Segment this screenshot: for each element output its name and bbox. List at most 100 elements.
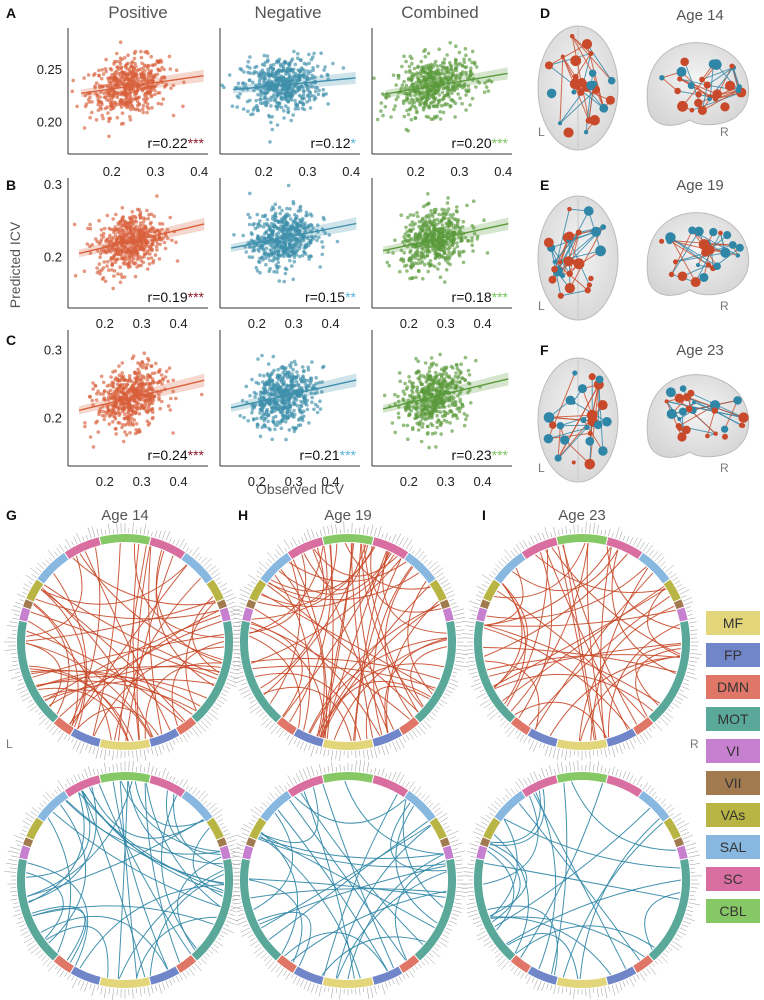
scatter-point — [410, 61, 414, 66]
scatter-point — [442, 103, 447, 107]
scatter-point — [462, 57, 466, 61]
x-tick-label: 0.3 — [133, 316, 151, 331]
scatter-point — [250, 410, 254, 415]
scatter-panel-b-positive: 0.2 0.3 0.40.20.3r=0.19*** — [44, 177, 208, 331]
y-tick-label: 0.3 — [44, 342, 62, 357]
scatter-point — [440, 254, 444, 259]
x-tick-label: 0.3 — [298, 164, 316, 179]
scatter-point — [91, 445, 96, 449]
scatter-point — [120, 425, 124, 430]
scatter-point — [403, 264, 407, 268]
scatter-point — [281, 409, 285, 414]
scatter-point — [273, 218, 277, 223]
scatter-point — [283, 245, 288, 250]
scatter-point — [460, 376, 464, 381]
significance-stars: *** — [492, 289, 509, 305]
scatter-point — [130, 65, 135, 69]
scatter-point — [440, 227, 445, 231]
scatter-point — [113, 225, 117, 229]
scatter-point — [110, 262, 114, 267]
scatter-point — [262, 252, 267, 256]
scatter-point — [244, 384, 249, 389]
scatter-point — [315, 86, 320, 90]
x-tick-label: 0.2 — [96, 474, 114, 489]
scatter-point — [467, 373, 472, 377]
scatter-point — [418, 227, 423, 231]
scatter-point — [462, 412, 467, 416]
scatter-point — [421, 277, 425, 281]
scatter-point — [88, 435, 93, 439]
scatter-point — [300, 218, 304, 223]
scatter-point — [137, 427, 141, 432]
scatter-point — [248, 71, 252, 75]
scatter-point — [112, 62, 116, 66]
scatter-panel-a-positive: 0.2 0.3 0.40.200.25r=0.22*** — [37, 28, 208, 179]
brain-node — [571, 89, 577, 95]
scatter-point — [403, 381, 407, 386]
scatter-point — [114, 411, 118, 416]
scatter-point — [111, 385, 116, 389]
scatter-point — [293, 426, 298, 431]
correlation-label: r=0.20*** — [452, 135, 509, 151]
scatter-point — [309, 376, 314, 381]
scatter-point — [446, 207, 451, 211]
scatter-point — [375, 117, 380, 122]
scatter-point — [470, 96, 475, 101]
scatter-point — [426, 384, 430, 388]
scatter-point — [435, 254, 440, 258]
scatter-point — [316, 92, 321, 97]
scatter-point — [428, 74, 433, 78]
scatter-point — [137, 245, 142, 250]
scatter-point — [242, 415, 246, 420]
scatter-point — [136, 367, 140, 372]
scatter-point — [256, 381, 261, 386]
scatter-point — [397, 371, 402, 375]
scatter-point — [88, 95, 92, 100]
scatter-point — [453, 57, 458, 62]
brain-node — [544, 61, 554, 70]
scatter-point — [258, 219, 262, 223]
brain-node — [659, 75, 665, 81]
scatter-point — [262, 53, 267, 58]
scatter-point — [118, 265, 122, 270]
scatter-point — [421, 389, 425, 394]
scatter-point — [474, 85, 478, 89]
scatter-point — [109, 227, 113, 232]
scatter-point — [107, 422, 112, 426]
scatter-point — [134, 64, 138, 69]
scatter-point — [124, 385, 129, 390]
scatter-point — [108, 388, 113, 393]
scatter-point — [257, 82, 261, 87]
scatter-point — [321, 87, 326, 92]
scatter-point — [279, 91, 284, 95]
scatter-point — [158, 406, 162, 411]
scatter-point — [264, 262, 268, 267]
scatter-point — [248, 191, 252, 196]
correlation-label: r=0.12* — [310, 135, 356, 151]
scatter-point — [99, 228, 104, 232]
scatter-point — [415, 99, 420, 103]
scatter-point — [406, 215, 410, 220]
scatter-point — [288, 258, 292, 263]
scatter-point — [150, 79, 155, 83]
brain-node — [546, 88, 557, 99]
significance-stars: * — [351, 135, 357, 151]
scatter-point — [447, 250, 451, 254]
scatter-point — [310, 360, 314, 364]
scatter-point — [126, 411, 130, 415]
scatter-point — [149, 364, 154, 368]
scatter-point — [281, 383, 286, 387]
scatter-point — [372, 76, 376, 80]
scatter-point — [315, 238, 319, 243]
scatter-point — [422, 263, 427, 267]
brain-node — [548, 275, 557, 284]
scatter-point — [457, 409, 462, 414]
scatter-point — [453, 62, 458, 66]
scatter-point — [155, 194, 159, 198]
scatter-point — [484, 85, 489, 89]
scatter-point — [291, 201, 296, 206]
scatter-point — [279, 105, 284, 110]
scatter-point — [283, 97, 288, 101]
scatter-point — [111, 217, 115, 221]
brain-node — [584, 287, 591, 294]
